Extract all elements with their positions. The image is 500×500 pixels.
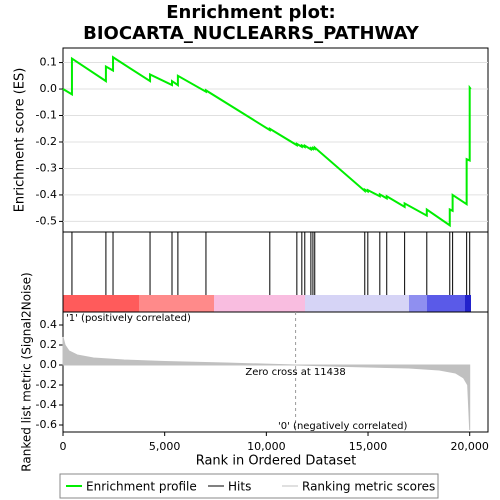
color-bar (63, 295, 471, 312)
y-tick-label: -0.1 (36, 109, 57, 122)
x-tick-label: 15,000 (349, 440, 388, 453)
y-tick-label: -0.5 (36, 214, 57, 227)
legend (59, 473, 439, 499)
es-line (62, 55, 472, 228)
legend-label: Hits (228, 480, 251, 494)
y-tick-label: -0.3 (36, 161, 57, 174)
y-tick-label: -0.4 (36, 188, 57, 201)
frame (62, 47, 489, 433)
y-tick-label: -0.4 (36, 398, 57, 411)
y-tick-label: 0.2 (40, 338, 58, 351)
chart-title: BIOCARTA_NUCLEARRS_PATHWAY (83, 23, 420, 44)
y-tick-label: -0.2 (36, 378, 57, 391)
y-axis-label: Enrichment score (ES) (13, 68, 28, 213)
x-tick-label: 10,000 (247, 440, 286, 453)
y-tick-label: 0.0 (40, 358, 58, 371)
metric-area (62, 336, 471, 431)
zero-cross-label: Zero cross at 11438 (245, 367, 345, 378)
neg-label: '0' (negatively correlated) (278, 421, 407, 432)
y-axis-label: Ranked list metric (Signal2Noise) (20, 272, 34, 471)
y-tick-label: 0.0 (40, 82, 58, 95)
x-axis-label: Rank in Ordered Dataset (196, 454, 357, 469)
legend-label: Enrichment profile (86, 480, 197, 494)
pos-label: '1' (positively correlated) (66, 313, 191, 324)
x-tick-label: 20,000 (450, 440, 489, 453)
x-tick-label: 0 (60, 440, 67, 453)
chart-title: Enrichment plot: (166, 2, 336, 23)
y-tick-label: -0.6 (36, 418, 57, 431)
legend-label: Ranking metric scores (302, 480, 435, 494)
y-tick-label: -0.2 (36, 135, 57, 148)
x-tick-label: 5,000 (149, 440, 181, 453)
y-tick-label: 0.4 (40, 318, 58, 331)
y-tick-label: 0.1 (40, 56, 58, 69)
